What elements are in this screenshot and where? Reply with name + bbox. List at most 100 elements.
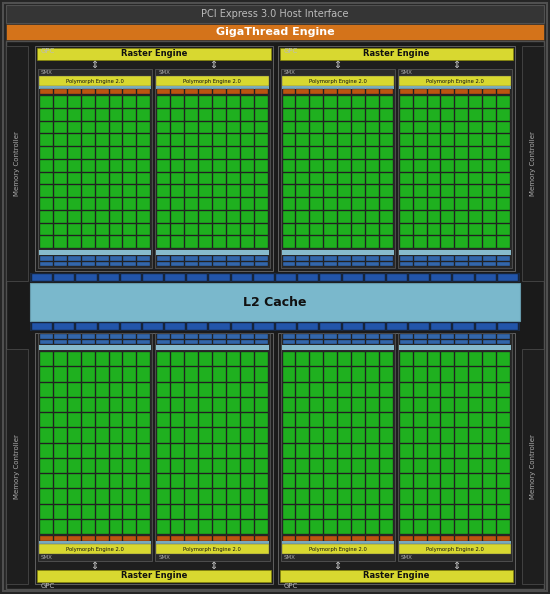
Bar [40,413,53,427]
Bar [82,122,95,133]
Bar [414,211,427,223]
Bar [123,172,136,184]
Bar [123,352,136,366]
Bar [157,223,170,235]
Bar [414,520,427,534]
Text: SMX: SMX [158,555,170,560]
Bar [40,134,53,146]
Bar [409,323,429,330]
Bar [96,261,108,266]
Bar [171,198,184,210]
Text: Raster Engine: Raster Engine [363,49,430,58]
Bar [227,352,240,366]
Bar [469,147,482,159]
Bar [199,236,212,248]
Bar [414,198,427,210]
Bar [68,334,81,339]
Bar [366,96,379,108]
Bar [283,147,295,159]
Bar [310,261,323,266]
Bar [380,160,393,172]
Bar [483,236,496,248]
Bar [123,89,136,94]
Bar [483,172,496,184]
Bar [185,474,198,488]
Bar [399,86,511,89]
Bar [32,274,52,281]
Bar [213,520,226,534]
Bar [442,160,454,172]
Bar [254,274,274,281]
Bar [82,352,95,366]
Bar [483,367,496,381]
Bar [157,334,170,339]
Bar [280,333,395,561]
Bar [310,236,323,248]
Bar [109,352,123,366]
Bar [138,256,150,261]
Bar [213,172,226,184]
Bar [185,334,198,339]
Bar [324,211,337,223]
Bar [366,89,379,94]
Bar [30,273,520,282]
Bar [497,198,510,210]
Bar [171,428,184,443]
Bar [283,459,295,473]
Bar [352,160,365,172]
Bar [54,134,67,146]
Bar [366,109,379,121]
Bar [199,96,212,108]
Bar [227,109,240,121]
Bar [380,474,393,488]
Bar [497,536,510,541]
Bar [40,352,53,366]
Bar [157,211,170,223]
Bar [255,256,267,261]
Text: GPC: GPC [41,583,55,589]
Bar [352,96,365,108]
Bar [96,536,108,541]
Bar [227,147,240,159]
Bar [68,109,81,121]
Bar [123,261,136,266]
Bar [366,367,379,381]
Bar [296,109,309,121]
Bar [399,544,511,554]
Bar [400,147,412,159]
Bar [138,134,150,146]
Bar [400,160,412,172]
Bar [483,489,496,504]
Bar [483,211,496,223]
Bar [143,274,163,281]
Bar [68,489,81,504]
Bar [40,96,53,108]
Bar [157,198,170,210]
Bar [387,274,407,281]
Bar [255,367,267,381]
Bar [156,541,268,544]
Bar [255,398,267,412]
Bar [343,323,363,330]
Bar [68,147,81,159]
Bar [123,160,136,172]
Bar [483,223,496,235]
Bar [96,504,108,519]
Bar [213,96,226,108]
Bar [400,185,412,197]
Bar [68,160,81,172]
Bar [338,489,351,504]
Text: GPC: GPC [283,583,298,589]
Text: Polymorph Engine 2.0: Polymorph Engine 2.0 [66,546,124,551]
Bar [483,520,496,534]
Bar [210,323,230,330]
Bar [68,352,81,366]
Bar [138,334,150,339]
Bar [171,489,184,504]
Bar [455,334,468,339]
Bar [30,283,520,321]
Bar [296,536,309,541]
Bar [210,274,230,281]
Bar [310,334,323,339]
Bar [414,172,427,184]
